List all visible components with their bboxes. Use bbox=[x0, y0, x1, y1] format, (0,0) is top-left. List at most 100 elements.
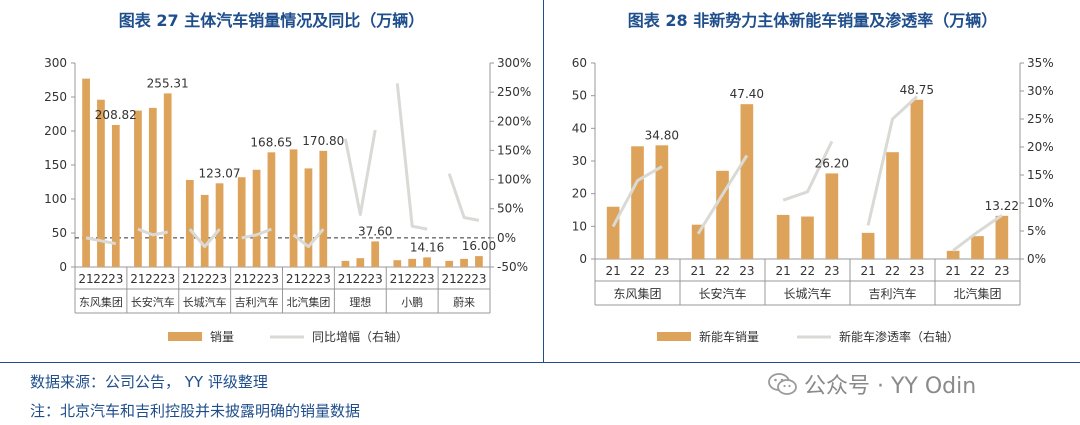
x-tick-label: 21 bbox=[442, 272, 457, 286]
left-chart: 0 50 100 150 200 250 300 -50% 0% 50% 100% 150% 200% 2… bbox=[44, 56, 531, 344]
series-line bbox=[447, 173, 480, 222]
right-chart-title: 图表 28 非新势力主体新能车销量及渗透率（万辆） bbox=[627, 11, 998, 30]
bar bbox=[215, 183, 224, 267]
right-chart-panel: 图表 28 非新势力主体新能车销量及渗透率（万辆） 0 10 20 30 40 50 60 0… bbox=[545, 0, 1080, 363]
x-tick-label: 22 bbox=[885, 264, 900, 278]
bar bbox=[475, 256, 483, 267]
bar bbox=[393, 260, 402, 267]
x-tick-label: 22 bbox=[197, 272, 212, 286]
bar bbox=[691, 224, 705, 259]
bar bbox=[185, 179, 194, 267]
y-tick-label-right: 0% bbox=[1027, 252, 1046, 266]
y-tick-label-right: 300% bbox=[497, 56, 531, 70]
legend-bar-swatch bbox=[657, 332, 691, 341]
y-tick-label-left: 0 bbox=[579, 252, 587, 266]
x-tick-label: 21 bbox=[775, 264, 790, 278]
x-group-label: 吉利汽车 bbox=[868, 286, 916, 301]
bar bbox=[655, 145, 669, 259]
bar bbox=[371, 241, 380, 267]
x-group-label: 吉利汽车 bbox=[235, 295, 279, 309]
bar bbox=[163, 93, 172, 268]
y-tick-label-left: 200 bbox=[44, 124, 67, 138]
data-label: 47.40 bbox=[730, 87, 764, 101]
bar bbox=[631, 146, 644, 259]
data-label: 48.75 bbox=[900, 83, 934, 97]
series-line bbox=[952, 214, 1003, 252]
x-tick-label: 23 bbox=[909, 264, 924, 278]
x-tick-label: 23 bbox=[994, 264, 1009, 278]
bar bbox=[289, 149, 298, 267]
x-tick-label: 21 bbox=[605, 264, 620, 278]
legend-bar-label: 新能车销量 bbox=[699, 329, 759, 344]
x-tick-label: 22 bbox=[249, 272, 264, 286]
y-tick-label-right: 20% bbox=[1027, 140, 1054, 154]
series-line bbox=[696, 154, 749, 235]
footer-divider bbox=[0, 362, 1080, 363]
series-line bbox=[395, 83, 428, 231]
bar bbox=[801, 216, 814, 259]
y-tick-label-left: 100 bbox=[44, 192, 67, 206]
x-tick-label: 22 bbox=[800, 264, 815, 278]
data-label: 123.07 bbox=[199, 166, 241, 180]
bar bbox=[237, 177, 246, 267]
bar bbox=[267, 152, 276, 267]
x-group-label: 蔚来 bbox=[453, 296, 475, 309]
x-group-label: 长安汽车 bbox=[131, 295, 175, 309]
x-tick-label: 22 bbox=[301, 272, 316, 286]
series-line bbox=[137, 227, 168, 237]
x-tick-label: 21 bbox=[286, 272, 301, 286]
y-tick-label-right: 200% bbox=[497, 114, 531, 128]
bar bbox=[606, 206, 620, 259]
x-group-label: 北汽集团 bbox=[953, 286, 1001, 301]
x-tick-label: 22 bbox=[456, 272, 471, 286]
left-chart-title: 图表 27 主体汽车销量情况及同比（万辆） bbox=[118, 11, 425, 30]
y-tick-label-right: 10% bbox=[1027, 196, 1054, 210]
panel-divider bbox=[543, 0, 544, 363]
x-group-label: 理想 bbox=[349, 295, 371, 309]
x-tick-label: 21 bbox=[860, 264, 875, 278]
x-tick-label: 23 bbox=[739, 264, 754, 278]
bar bbox=[886, 152, 899, 259]
wechat-icon bbox=[768, 373, 797, 395]
legend-line-label: 新能车渗透率（右轴） bbox=[839, 329, 959, 344]
data-label: 16.00 bbox=[462, 239, 496, 253]
bar bbox=[776, 214, 790, 259]
y-tick-label-right: 15% bbox=[1027, 168, 1054, 182]
x-group-label: 北汽集团 bbox=[286, 295, 330, 309]
bar bbox=[148, 107, 157, 267]
y-tick-label-right: 250% bbox=[497, 85, 531, 99]
data-label: 13.22 bbox=[985, 199, 1019, 213]
bar bbox=[825, 173, 839, 259]
bar bbox=[861, 232, 875, 259]
data-label: 170.80 bbox=[302, 134, 344, 148]
bar bbox=[716, 170, 729, 259]
bar bbox=[111, 125, 120, 267]
bar bbox=[740, 104, 754, 259]
x-tick-label: 21 bbox=[234, 272, 249, 286]
series-line bbox=[85, 236, 117, 246]
series-line bbox=[866, 95, 918, 226]
bar bbox=[460, 258, 468, 267]
x-group-label: 长城汽车 bbox=[783, 286, 831, 301]
watermark-text: 公众号 · YY Odin bbox=[804, 374, 977, 399]
x-tick-label: 21 bbox=[945, 264, 960, 278]
y-tick-label-left: 0 bbox=[59, 260, 67, 274]
left-chart-panel: 图表 27 主体汽车销量情况及同比（万辆） 0 50 100 150 200 250 300… bbox=[0, 0, 543, 363]
y-tick-label-left: 40 bbox=[572, 121, 587, 135]
x-tick-label: 23 bbox=[824, 264, 839, 278]
x-tick-label: 22 bbox=[970, 264, 985, 278]
bar bbox=[304, 168, 313, 267]
x-tick-label: 21 bbox=[130, 272, 145, 286]
data-label: 34.80 bbox=[645, 128, 679, 142]
legend-line-label: 同比增幅（右轴） bbox=[312, 329, 408, 344]
y-tick-label-right: 100% bbox=[497, 173, 531, 187]
y-tick-label-right: 30% bbox=[1027, 84, 1054, 98]
footnote: 注：北京汽车和吉利控股并未披露明确的销量数据 bbox=[30, 402, 361, 420]
y-tick-label-left: 50 bbox=[52, 226, 67, 240]
y-tick-label-left: 60 bbox=[572, 56, 587, 70]
x-group-label: 东风集团 bbox=[79, 295, 123, 309]
watermark: 公众号 · YY Odin bbox=[768, 368, 976, 400]
data-label: 14.16 bbox=[410, 240, 444, 254]
x-tick-label: 23 bbox=[471, 272, 486, 286]
bar bbox=[995, 215, 1009, 259]
